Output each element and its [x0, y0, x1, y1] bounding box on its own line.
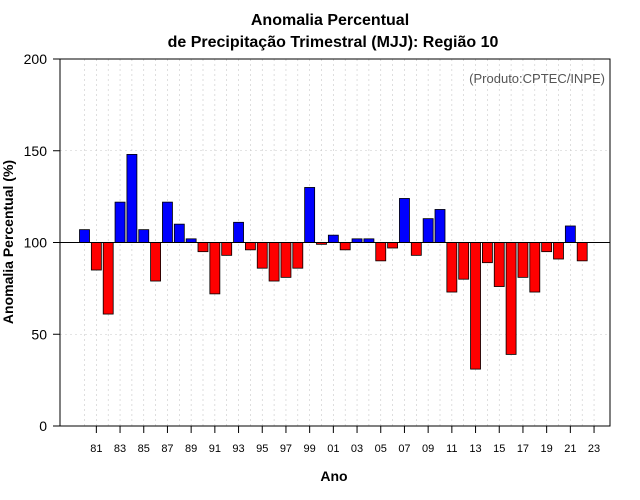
- y-axis: 0 50 100 150 200: [24, 51, 60, 434]
- chart-title-line-2: de Precipitação Trimestral (MJJ): Região…: [168, 34, 499, 51]
- bar-1990: [197, 242, 209, 253]
- bar-2015: [493, 242, 505, 287]
- bar-1999: [304, 187, 316, 243]
- bar-2004: [363, 238, 375, 243]
- bar-2018: [529, 242, 541, 293]
- x-tick-label: 19: [541, 443, 553, 455]
- x-tick-label: 87: [161, 443, 173, 455]
- bar-1982: [102, 242, 114, 315]
- x-tick-label: 95: [256, 443, 268, 455]
- bar-2012: [458, 242, 470, 280]
- bar-1995: [256, 242, 268, 269]
- bar-1986: [150, 242, 162, 282]
- bar-2022: [576, 242, 588, 262]
- y-tick-label: 0: [39, 418, 47, 434]
- x-tick-label: 83: [114, 443, 126, 455]
- bar-1988: [173, 223, 185, 243]
- bar-2003: [351, 238, 363, 243]
- bar-2006: [387, 242, 399, 249]
- y-tick-label: 200: [24, 51, 48, 67]
- chart-title-line-1: Anomalia Percentual: [251, 12, 409, 29]
- bar-1987: [162, 201, 173, 243]
- bar-1981: [90, 242, 102, 271]
- bar-1998: [292, 242, 304, 269]
- bar-1992: [221, 242, 233, 256]
- bar-1997: [280, 242, 292, 278]
- x-tick-label: 21: [564, 443, 576, 455]
- x-tick-label: 97: [280, 443, 292, 455]
- bar-1989: [185, 238, 197, 243]
- bar-1991: [209, 242, 221, 295]
- x-tick-label: 13: [469, 443, 481, 455]
- y-tick-label: 50: [31, 326, 47, 342]
- x-tick-label: 05: [375, 443, 387, 455]
- bar-2009: [422, 218, 434, 243]
- bar-1984: [126, 154, 138, 243]
- x-tick-label: 01: [327, 443, 339, 455]
- source-annotation: (Produto:CPTEC/INPE): [469, 71, 605, 86]
- x-tick-label: 85: [138, 443, 150, 455]
- bars: [79, 154, 588, 370]
- bar-2014: [481, 242, 493, 264]
- bar-2013: [470, 242, 481, 370]
- bar-1980: [79, 229, 90, 243]
- bar-2011: [446, 242, 458, 293]
- bar-2020: [553, 242, 564, 260]
- bar-2008: [410, 242, 422, 256]
- bar-1996: [268, 242, 280, 282]
- x-tick-label: 03: [351, 443, 363, 455]
- bar-2010: [434, 209, 446, 243]
- bar-2001: [327, 234, 339, 243]
- y-tick-label: 150: [24, 143, 48, 159]
- x-tick-label: 07: [398, 443, 410, 455]
- x-tick-label: 17: [517, 443, 529, 455]
- x-tick-label: 11: [446, 443, 457, 455]
- bar-1993: [233, 221, 244, 243]
- bar-1983: [114, 201, 126, 243]
- bar-1994: [244, 242, 256, 251]
- x-tick-label: 99: [304, 443, 316, 455]
- x-tick-label: 09: [422, 443, 434, 455]
- x-tick-label: 81: [90, 443, 102, 455]
- bar-2021: [564, 225, 576, 243]
- x-tick-label: 91: [209, 443, 221, 455]
- bar-1985: [138, 229, 150, 243]
- bar-2005: [375, 242, 387, 262]
- x-axis-label: Ano: [320, 468, 347, 484]
- x-axis: 81 83 85 87 89 91 93 95 97 99 01 03 05 07 09 11 13 15 17 19…: [90, 426, 600, 455]
- x-tick-label: 89: [185, 443, 197, 455]
- bar-2002: [339, 242, 351, 251]
- x-tick-label: 23: [588, 443, 600, 455]
- bar-2016: [505, 242, 517, 355]
- bar-2007: [399, 198, 410, 243]
- x-tick-label: 93: [232, 443, 244, 455]
- y-tick-label: 100: [24, 235, 48, 251]
- x-tick-label: 15: [493, 443, 505, 455]
- y-axis-label: Anomalia Percentual (%): [0, 160, 16, 324]
- bar-2017: [517, 242, 529, 278]
- bar-2019: [541, 242, 553, 253]
